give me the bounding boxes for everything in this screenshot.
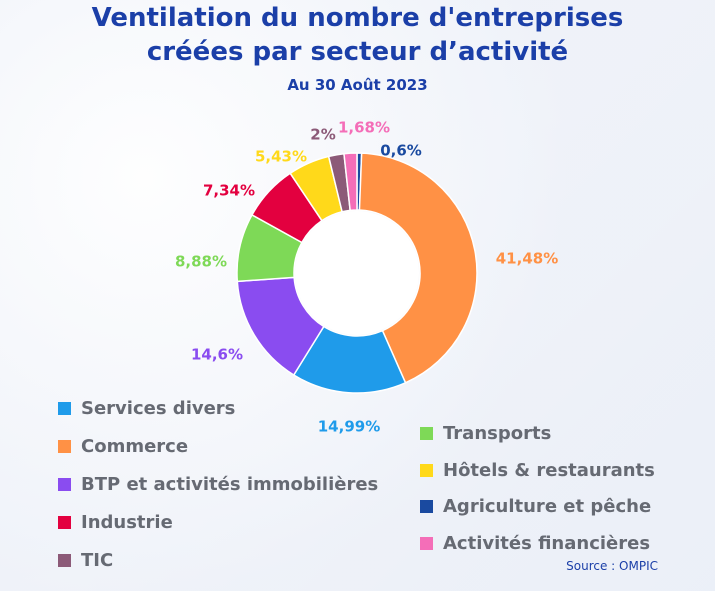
legend-item-services-divers: Services divers bbox=[58, 398, 235, 419]
chart-subtitle: Au 30 Août 2023 bbox=[287, 76, 428, 94]
legend-item-industrie: Industrie bbox=[58, 512, 173, 533]
slice-activites-financieres bbox=[343, 152, 358, 212]
legend-swatch bbox=[58, 554, 71, 567]
legend-label: Industrie bbox=[81, 512, 173, 533]
data-label-commerce: 41,48% bbox=[496, 250, 558, 268]
legend-label: TIC bbox=[81, 550, 114, 571]
donut-hole bbox=[295, 211, 419, 335]
source-note: Source : OMPIC bbox=[566, 559, 658, 573]
data-label-tic: 2% bbox=[310, 126, 335, 144]
data-label-agriculture-et-peche: 0,6% bbox=[380, 142, 422, 160]
legend-item-activites-financieres: Activités financières bbox=[420, 533, 650, 554]
chart-title-line-2: créées par secteur d’activité bbox=[146, 37, 569, 67]
legend-swatch bbox=[420, 427, 433, 440]
legend-label: BTP et activités immobilières bbox=[81, 474, 379, 495]
data-label-services-divers: 14,99% bbox=[318, 418, 380, 436]
legend-label: Hôtels & restaurants bbox=[443, 459, 655, 481]
legend-label: Agriculture et pêche bbox=[443, 496, 652, 517]
legend-item-hotels-restaurants: Hôtels & restaurants bbox=[420, 460, 655, 481]
data-label-industrie: 7,34% bbox=[203, 182, 255, 200]
legend-label: Commerce bbox=[81, 436, 189, 457]
legend-swatch bbox=[420, 536, 433, 550]
data-label-btp-et-activites-immobilieres: 14,6% bbox=[191, 346, 243, 364]
legend-swatch bbox=[420, 463, 433, 477]
legend-item-agriculture-et-peche: Agriculture et pêche bbox=[420, 496, 651, 517]
slice-commerce bbox=[358, 152, 478, 384]
legend-item-commerce: Commerce bbox=[58, 436, 188, 457]
legend-swatch bbox=[58, 402, 71, 415]
data-label-transports: 8,88% bbox=[175, 253, 227, 271]
legend-swatch bbox=[58, 516, 71, 529]
legend-item-btp-et-activites-immobilieres: BTP et activités immobilières bbox=[58, 474, 378, 495]
legend-item-tic: TIC bbox=[58, 550, 113, 571]
data-label-hotels-restaurants: 5,43% bbox=[255, 148, 307, 166]
legend-label: Services divers bbox=[81, 398, 236, 419]
legend-swatch bbox=[420, 500, 433, 513]
data-label-activites-financieres: 1,68% bbox=[338, 119, 390, 137]
legend-label: Activités financières bbox=[443, 532, 651, 554]
legend-item-transports: Transports bbox=[420, 423, 551, 444]
legend-swatch bbox=[58, 440, 71, 453]
legend-swatch bbox=[58, 478, 71, 491]
chart-title-line-1: Ventilation du nombre d'entreprises bbox=[91, 3, 624, 33]
legend-label: Transports bbox=[443, 423, 552, 444]
